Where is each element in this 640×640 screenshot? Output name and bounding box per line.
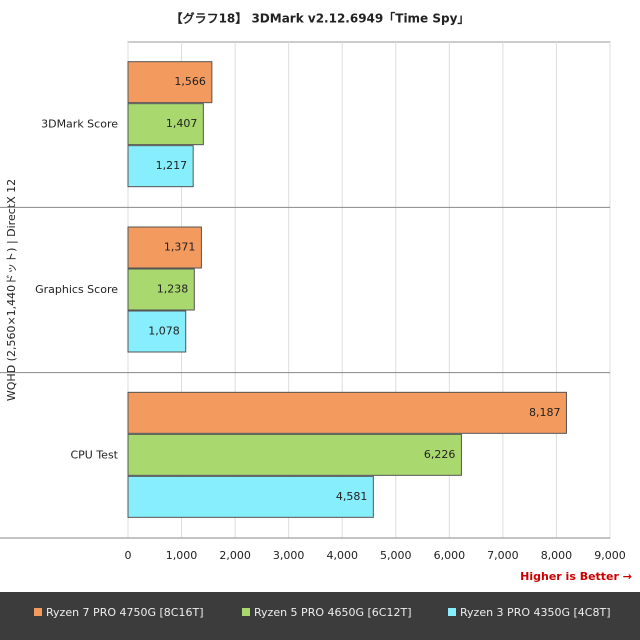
chart-title: 【グラフ18】 3DMark v2.12.6949「Time Spy」 — [171, 11, 470, 26]
bar — [127, 61, 213, 104]
x-tick-label: 7,000 — [487, 549, 519, 562]
x-tick-label: 3,000 — [273, 549, 305, 562]
x-tick-label: 5,000 — [380, 549, 412, 562]
value-label: 1,407 — [166, 117, 198, 130]
bar — [127, 391, 567, 434]
y-tick-label: CPU Test — [70, 448, 118, 461]
legend-background — [0, 592, 640, 640]
bar — [127, 475, 374, 518]
y-tick-label: 3DMark Score — [41, 118, 118, 131]
y-tick-label: Graphics Score — [35, 283, 118, 296]
x-tick-label: 8,000 — [541, 549, 573, 562]
x-tick-label: 4,000 — [326, 549, 358, 562]
legend-label: Ryzen 3 PRO 4350G [4C8T] — [460, 606, 610, 619]
bar — [127, 268, 195, 311]
annotation: Higher is Better → — [520, 570, 632, 583]
x-tick-label: 0 — [125, 549, 132, 562]
value-label: 1,238 — [157, 283, 189, 296]
bar — [127, 433, 462, 476]
x-tick-label: 6,000 — [434, 549, 466, 562]
value-label: 4,581 — [336, 490, 368, 503]
bar — [127, 103, 204, 146]
legend-label: Ryzen 5 PRO 4650G [6C12T] — [254, 606, 411, 619]
legend-swatch — [242, 608, 250, 616]
value-label: 1,078 — [148, 325, 180, 338]
legend-label: Ryzen 7 PRO 4750G [8C16T] — [46, 606, 203, 619]
legend-swatch — [448, 608, 456, 616]
bar — [127, 310, 187, 353]
legend-swatch — [34, 608, 42, 616]
x-tick-label: 2,000 — [219, 549, 251, 562]
value-label: 1,217 — [156, 159, 188, 172]
value-label: 1,371 — [164, 241, 196, 254]
value-label: 6,226 — [424, 448, 456, 461]
x-tick-label: 9,000 — [594, 549, 626, 562]
bar — [127, 145, 194, 188]
bar — [127, 226, 202, 269]
value-label: 8,187 — [529, 406, 561, 419]
x-tick-label: 1,000 — [166, 549, 198, 562]
y-axis-label: WQHD (2,560×1,440ドット) | DirectX 12 — [5, 179, 18, 401]
value-label: 1,566 — [174, 75, 206, 88]
